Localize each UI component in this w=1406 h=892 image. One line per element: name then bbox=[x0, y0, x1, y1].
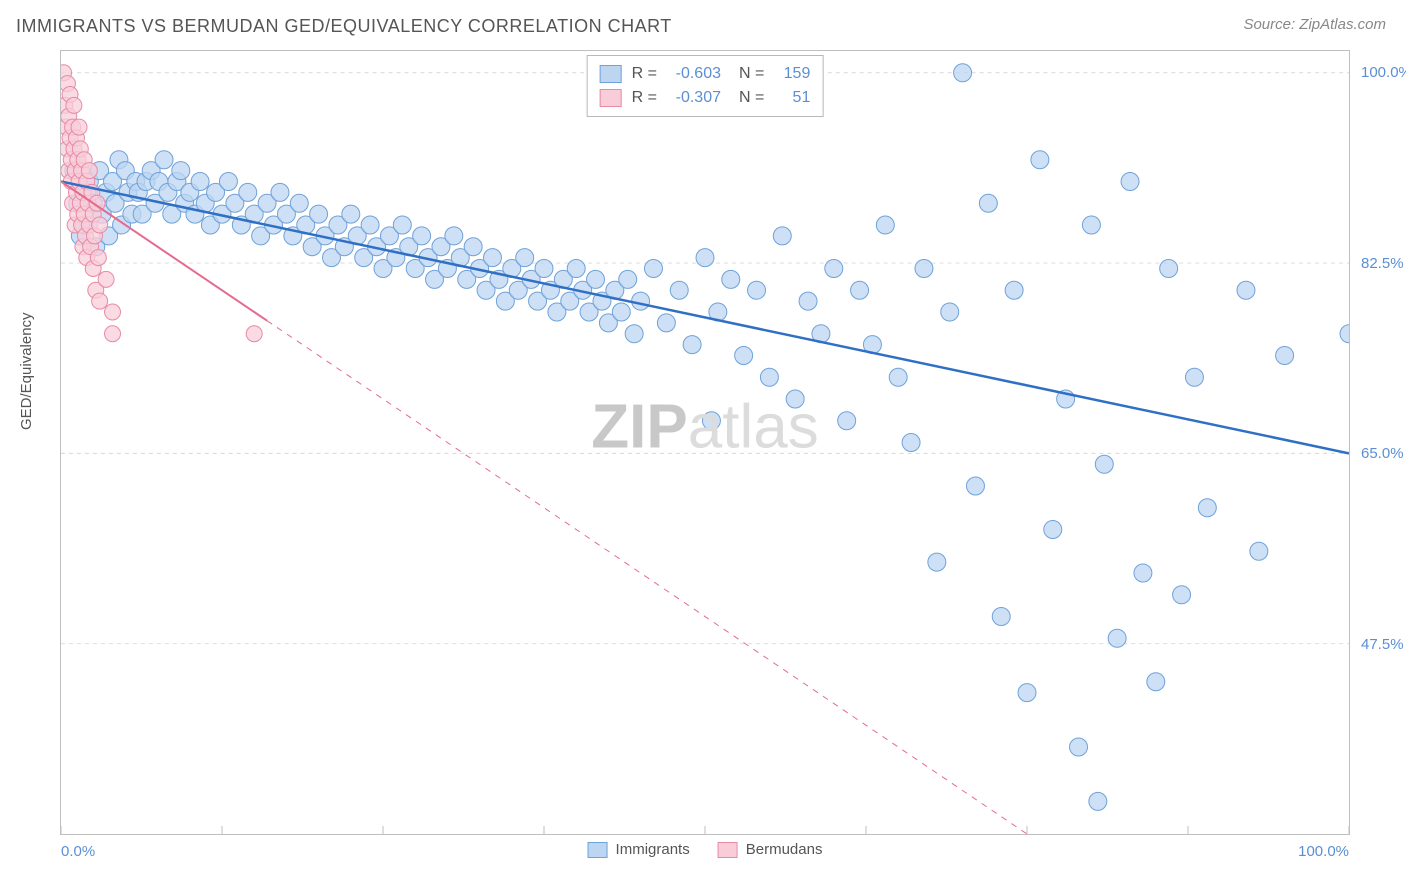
y-tick-label: 65.0% bbox=[1361, 445, 1406, 462]
legend-item-bermudans: Bermudans bbox=[718, 841, 823, 858]
stats-n-value: 159 bbox=[774, 62, 810, 86]
legend-label: Bermudans bbox=[746, 841, 823, 858]
stats-r-label: R = bbox=[632, 62, 657, 86]
stats-n-value: 51 bbox=[774, 86, 810, 110]
y-tick-label: 47.5% bbox=[1361, 636, 1406, 653]
source-attribution: Source: ZipAtlas.com bbox=[1243, 16, 1386, 33]
plot-area: ZIPatlas R =-0.603N =159R =-0.307N =51 4… bbox=[60, 50, 1350, 835]
stats-row-bermudans: R = -0.307 N = 51 bbox=[600, 86, 811, 110]
legend-item-immigrants: Immigrants bbox=[588, 841, 690, 858]
stats-row-immigrants: R = -0.603 N = 159 bbox=[600, 62, 811, 86]
y-tick-label: 100.0% bbox=[1361, 64, 1406, 81]
stats-swatch-icon bbox=[600, 89, 622, 107]
scatter-svg bbox=[61, 51, 1349, 834]
x-axis-start-label: 0.0% bbox=[61, 843, 95, 860]
legend-swatch-icon bbox=[718, 842, 738, 858]
stats-n-label: N = bbox=[739, 62, 764, 86]
legend-label: Immigrants bbox=[616, 841, 690, 858]
stats-legend-box: R = -0.603 N = 159 R = -0.307 N = 51 bbox=[587, 55, 824, 117]
y-axis-label: GED/Equivalency bbox=[18, 312, 35, 430]
stats-r-value: -0.603 bbox=[667, 62, 721, 86]
stats-n-label: N = bbox=[739, 86, 764, 110]
y-tick-label: 82.5% bbox=[1361, 255, 1406, 272]
chart-container: IMMIGRANTS VS BERMUDAN GED/EQUIVALENCY C… bbox=[0, 0, 1406, 892]
stats-r-value: -0.307 bbox=[667, 86, 721, 110]
stats-swatch-icon bbox=[600, 65, 622, 83]
chart-title: IMMIGRANTS VS BERMUDAN GED/EQUIVALENCY C… bbox=[16, 16, 672, 37]
legend-swatch-icon bbox=[588, 842, 608, 858]
x-axis-end-label: 100.0% bbox=[1298, 843, 1349, 860]
stats-r-label: R = bbox=[632, 86, 657, 110]
series-legend: Immigrants Bermudans bbox=[588, 841, 823, 858]
